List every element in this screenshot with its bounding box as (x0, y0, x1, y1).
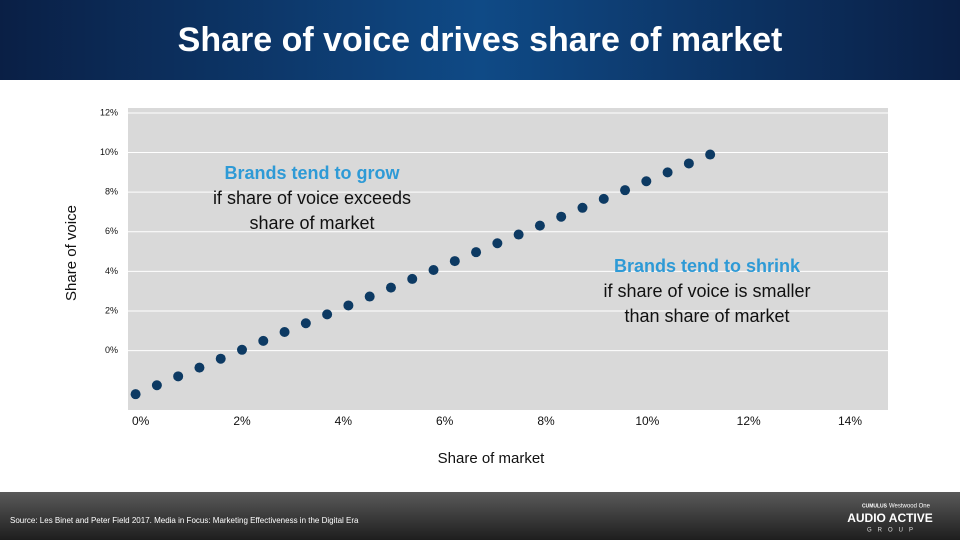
data-point (534, 220, 545, 231)
annotation-text: if share of voice is smaller (603, 281, 810, 301)
x-axis-label: Share of market (438, 450, 546, 467)
data-point (300, 318, 311, 329)
data-point (343, 300, 354, 311)
data-point (258, 335, 269, 346)
data-point (641, 176, 652, 187)
x-tick-label: 14% (838, 414, 862, 428)
annotation-text: share of market (249, 213, 374, 233)
logo-main: AUDIO ACTIVE (847, 511, 933, 525)
data-point (364, 291, 375, 302)
data-point (173, 371, 184, 382)
annotation-heading: Brands tend to grow (225, 163, 401, 183)
data-point (322, 309, 333, 320)
data-point (385, 282, 396, 293)
data-point (662, 167, 673, 178)
data-point (620, 185, 631, 196)
x-tick-label: 8% (537, 414, 555, 428)
source-note: Source: Les Binet and Peter Field 2017. … (10, 516, 359, 525)
y-axis-label: Share of voice (63, 205, 80, 301)
data-point (151, 380, 162, 391)
data-point (556, 211, 567, 222)
x-tick-label: 0% (132, 414, 150, 428)
x-tick-label: 12% (737, 414, 761, 428)
annotation-text: than share of market (624, 306, 789, 326)
data-point (449, 256, 460, 267)
x-tick-label: 6% (436, 414, 454, 428)
x-tick-label: 2% (233, 414, 251, 428)
data-point (407, 273, 418, 284)
y-tick-label: 0% (105, 345, 118, 355)
annotation-text: if share of voice exceeds (213, 188, 411, 208)
data-point (428, 264, 439, 275)
logo-text: CUMULUS (862, 503, 888, 509)
footer-band (0, 492, 960, 540)
data-point (683, 158, 694, 169)
data-point (471, 247, 482, 258)
y-tick-label: 4% (105, 266, 118, 276)
x-tick-label: 4% (335, 414, 353, 428)
data-point (598, 193, 609, 204)
y-tick-label: 8% (105, 187, 118, 197)
y-tick-label: 2% (105, 305, 118, 315)
data-point (705, 149, 716, 160)
data-point (279, 326, 290, 337)
data-point (194, 362, 205, 373)
data-point (215, 353, 226, 364)
plot-area (128, 108, 888, 410)
logo-text: Westwood One (889, 504, 931, 510)
slide-title: Share of voice drives share of market (178, 21, 783, 59)
header-band (0, 0, 960, 80)
data-point (237, 344, 247, 355)
y-tick-label: 10% (100, 147, 118, 157)
data-point (492, 238, 503, 249)
logo-sub: GROUP (867, 528, 919, 534)
chart: 0% 2% 4% 6% 8% 10% 12% 0% 2% 4% 6% 8% 10% 12% 14% (100, 107, 888, 428)
data-point (577, 202, 588, 213)
y-tick-label: 6% (105, 226, 118, 236)
data-point (130, 389, 141, 400)
data-point (513, 229, 524, 240)
y-tick-label: 12% (100, 107, 118, 117)
annotation-heading: Brands tend to shrink (614, 256, 801, 276)
x-tick-label: 10% (635, 414, 659, 428)
